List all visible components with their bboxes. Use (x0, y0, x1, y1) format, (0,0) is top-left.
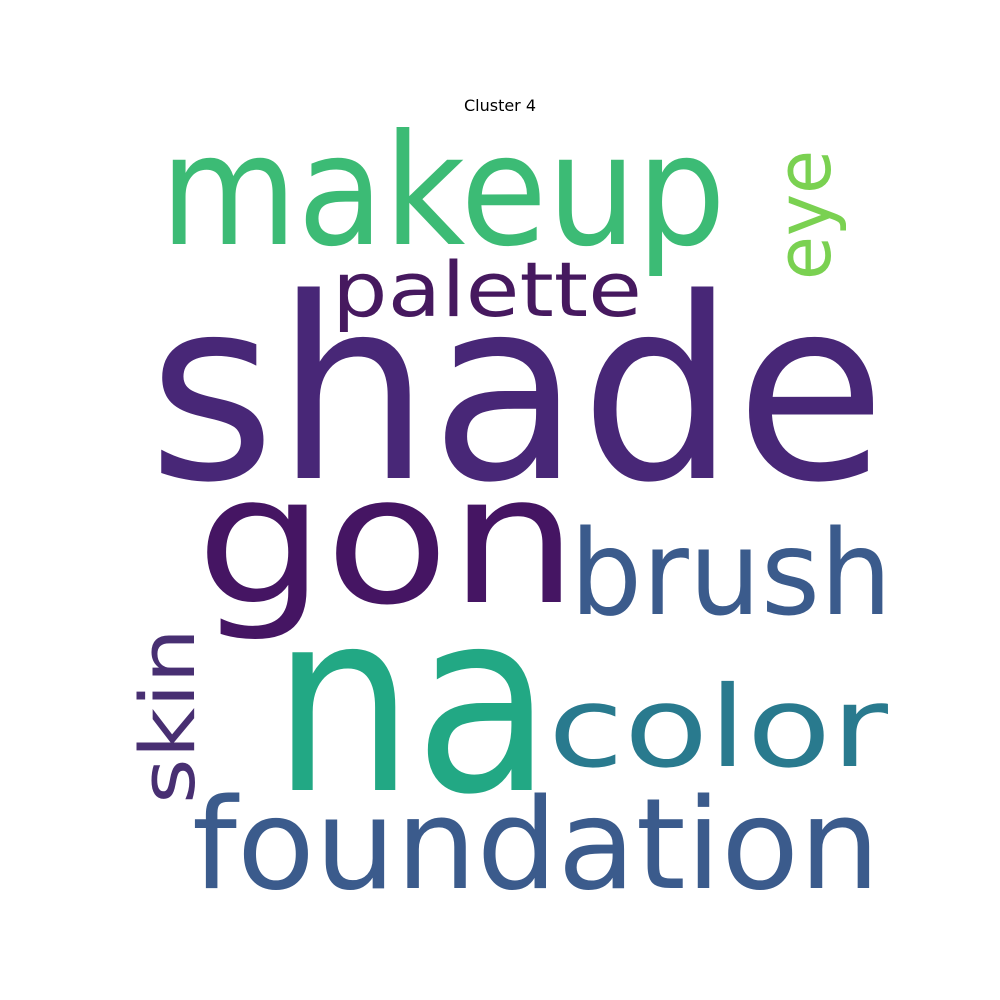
word-na: na (272, 557, 552, 850)
word-eye: eye (759, 150, 848, 280)
word-brush: brush (570, 504, 892, 642)
word-gon: gon (196, 437, 578, 644)
word-makeup: makeup (160, 102, 726, 281)
word-shade: shade (148, 245, 886, 538)
word-color: color (548, 663, 889, 793)
word-palette: palette (332, 245, 642, 334)
word-foundation: foundation (192, 771, 880, 918)
wordcloud-title: Cluster 4 (463, 96, 537, 115)
word-skin: skin (123, 628, 212, 804)
